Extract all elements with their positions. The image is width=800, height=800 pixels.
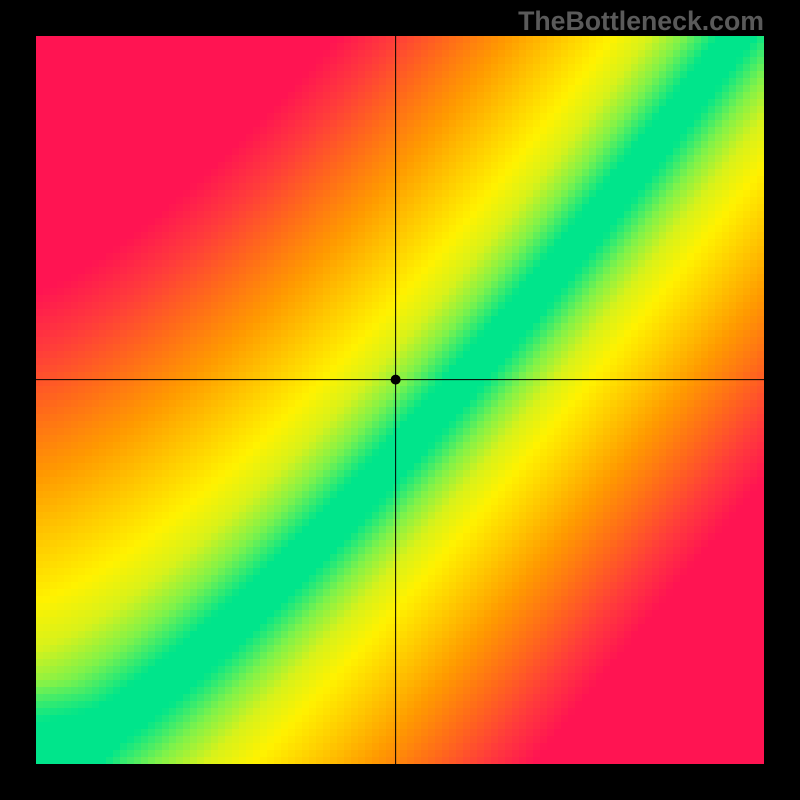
bottleneck-heatmap: [36, 36, 764, 764]
chart-container: TheBottleneck.com: [0, 0, 800, 800]
watermark-text: TheBottleneck.com: [518, 6, 764, 37]
